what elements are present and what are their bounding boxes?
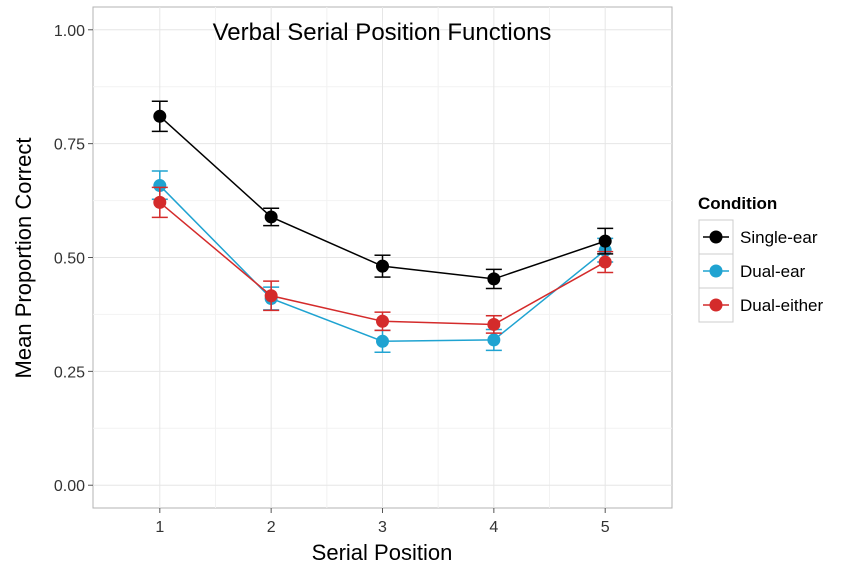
legend-key-point (709, 230, 723, 244)
series-single-ear (151, 100, 614, 290)
data-point (598, 255, 612, 269)
data-point (487, 272, 501, 286)
data-point (376, 259, 389, 273)
legend-title: Condition (698, 194, 777, 213)
data-point (598, 234, 612, 248)
x-tick-label: 1 (155, 519, 164, 536)
data-point (487, 317, 501, 331)
y-tick-label: 0.25 (54, 364, 85, 381)
x-tick-label: 5 (601, 519, 610, 536)
x-axis-title: Serial Position (312, 540, 453, 565)
data-point (153, 179, 167, 193)
chart-title: Verbal Serial Position Functions (213, 19, 552, 46)
series-dual-either (151, 186, 614, 334)
legend-label: Dual-either (740, 296, 823, 315)
data-point (376, 334, 389, 348)
legend-key-point (709, 264, 723, 278)
y-tick-label: 1.00 (54, 23, 85, 40)
data-point (153, 109, 167, 123)
x-tick-label: 2 (267, 519, 276, 536)
data-point (487, 333, 501, 347)
legend-item-dual-either: Dual-either (698, 287, 823, 323)
y-tick-label: 0.00 (54, 478, 85, 495)
y-tick-label: 0.75 (54, 137, 85, 154)
data-point (376, 314, 389, 328)
legend-label: Dual-ear (740, 262, 806, 281)
data-point (153, 195, 167, 209)
y-tick-label: 0.50 (54, 251, 85, 268)
data-point (264, 289, 278, 303)
legend-item-single-ear: Single-ear (698, 219, 818, 255)
series-layer (151, 100, 614, 353)
x-tick-label: 3 (378, 519, 387, 536)
data-point (264, 210, 278, 224)
legend-item-dual-ear: Dual-ear (698, 253, 806, 289)
legend: Condition Single-ear Dual-ear Dual-either (698, 194, 823, 323)
y-axis-title: Mean Proportion Correct (11, 138, 36, 379)
x-tick-label: 4 (489, 519, 498, 536)
axes: 0.00 0.25 0.50 0.75 1.00 1 2 3 4 5 (54, 23, 610, 536)
legend-label: Single-ear (740, 228, 818, 247)
legend-key-point (709, 298, 723, 312)
